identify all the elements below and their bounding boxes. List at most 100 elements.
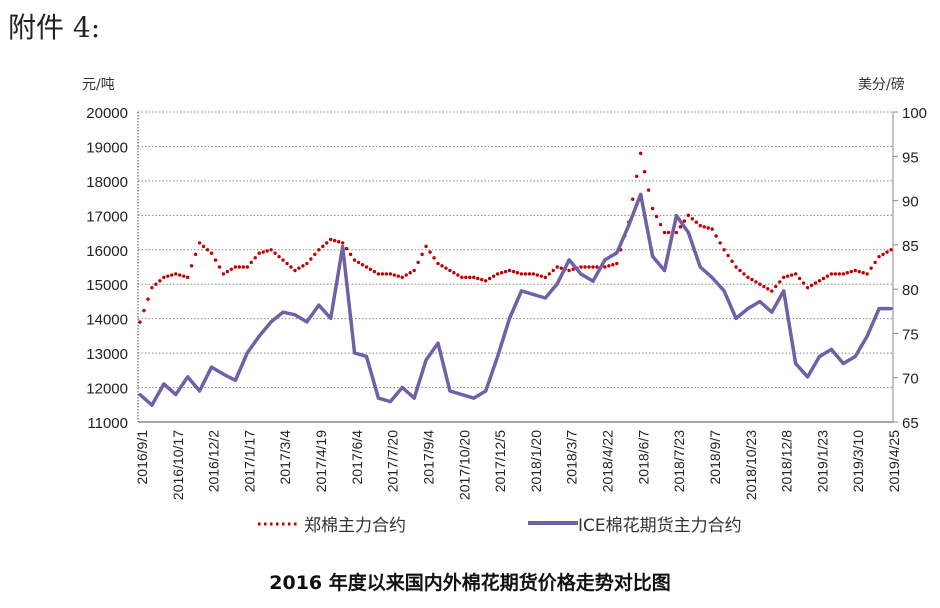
zhengmian-point (364, 265, 369, 269)
zhengmian-point (881, 252, 885, 257)
ice-cotton-point (269, 320, 273, 324)
ice-cotton-point (364, 354, 369, 359)
zhengmian-point (865, 272, 869, 276)
right-tick-label: 100 (902, 105, 927, 122)
zhengmian-point (253, 256, 257, 260)
zhengmian-point (217, 265, 222, 269)
zhengmian-point (476, 276, 480, 281)
zhengmian-point (233, 265, 238, 269)
zhengmian-point (412, 268, 416, 273)
ice-cotton-point (627, 223, 631, 227)
ice-cotton-point (162, 382, 166, 386)
zhengmian-point (714, 234, 718, 238)
zhengmian-point (686, 213, 691, 218)
zhengmian-point (499, 271, 504, 275)
zhengmian-point (766, 287, 770, 291)
zhengmian-point (178, 273, 182, 277)
zhengmian-point (329, 237, 333, 242)
x-tick-label: 2017/10/20 (456, 430, 472, 500)
ice-cotton-point (507, 316, 512, 320)
zhengmian-point (750, 277, 754, 282)
zhengmian-point (285, 261, 289, 266)
zhengmian-point (170, 273, 174, 277)
zhengmian-point (225, 269, 230, 274)
zhengmian-point (817, 279, 822, 283)
ice-cotton-point (555, 282, 559, 286)
zhengmian-point (388, 272, 393, 276)
ice-cotton-point (209, 365, 214, 369)
zhengmian-point (646, 188, 651, 192)
zhengmian-point (674, 230, 679, 235)
zhengmian-point (491, 274, 496, 278)
ice-cotton-point (448, 389, 452, 393)
zhengmian-point (420, 252, 424, 257)
ice-cotton-point (233, 378, 237, 382)
ice-cotton-point (341, 245, 345, 249)
zhengmian-point (201, 244, 206, 249)
ice-cotton-point (794, 361, 798, 366)
zhengmian-point (607, 264, 611, 268)
zhengmian-point (579, 265, 583, 269)
ice-cotton-point (674, 214, 679, 218)
zhengmian-point (682, 219, 687, 223)
zhengmian-point (464, 275, 468, 280)
legend-zhengmian-label: 郑棉主力合约 (304, 516, 406, 536)
zhengmian-point (289, 265, 293, 269)
ice-cotton-point (198, 389, 202, 393)
x-tick-label: 2018/4/22 (600, 430, 616, 492)
zhengmian-point (849, 269, 853, 274)
zhengmian-point (559, 266, 563, 270)
ice-cotton-point (436, 341, 440, 345)
zhengmian-point (694, 220, 698, 224)
zhengmian-point (503, 269, 508, 274)
zhengmian-point (142, 308, 146, 313)
x-tick-label: 2018/3/7 (564, 430, 580, 485)
zhengmian-point (440, 264, 444, 268)
x-tick-label: 2017/9/4 (420, 430, 436, 485)
zhengmian-point (185, 275, 190, 280)
ice-cotton-point (150, 403, 154, 407)
zhengmian-point (785, 274, 790, 278)
zhengmian-point (666, 230, 671, 235)
zhengmian-point (368, 267, 373, 271)
zhengmian-point (861, 271, 865, 275)
zhengmian-point (205, 248, 210, 252)
zhengmian-point (591, 265, 595, 269)
zhengmian-point (734, 265, 738, 269)
zhengmian-point (583, 265, 587, 269)
x-tick-label: 2017/7/20 (385, 430, 401, 492)
zhengmian-point (428, 250, 432, 254)
ice-cotton-point (841, 361, 845, 366)
zhengmian-point (495, 272, 500, 276)
ice-cotton-point (293, 313, 297, 317)
ice-cotton-point (579, 272, 583, 276)
ice-cotton-point (746, 307, 750, 311)
zhengmian-point (432, 256, 436, 260)
zhengmian-point (472, 275, 476, 280)
left-axis-unit: 元/吨 (82, 77, 115, 93)
zhengmian-point (662, 230, 667, 235)
zhengmian-point (317, 248, 321, 252)
zhengmian-point (150, 285, 154, 290)
zhengmian-point (841, 272, 846, 276)
left-tick-label: 17000 (86, 208, 128, 225)
zhengmian-point (189, 264, 194, 268)
zhengmian-point (722, 248, 726, 252)
zhengmian-point (805, 285, 810, 290)
ice-cotton-point (829, 347, 833, 351)
zhengmian-point (269, 248, 273, 252)
zhengmian-point (702, 225, 706, 229)
ice-cotton-point (221, 372, 226, 376)
ice-cotton-point (400, 385, 404, 390)
left-tick-label: 15000 (86, 277, 128, 294)
ice-cotton-point (174, 392, 178, 397)
zhengmian-point (356, 260, 361, 265)
zhengmian-point (746, 275, 750, 280)
ice-cotton-point (853, 354, 857, 359)
zhengmian-point (690, 217, 695, 221)
zhengmian-point (436, 261, 440, 266)
zhengmian-point (265, 249, 269, 253)
ice-cotton-point (305, 320, 309, 324)
ice-cotton-point (531, 292, 535, 297)
zhengmian-point (539, 274, 544, 278)
